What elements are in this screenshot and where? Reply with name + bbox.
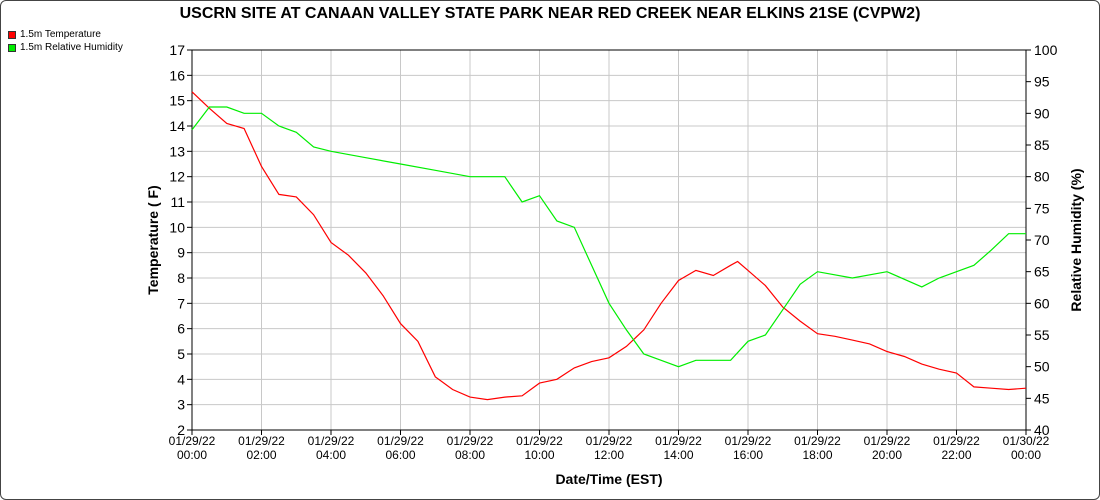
- x-tick-date: 01/29/22: [447, 434, 494, 448]
- y-tick-label: 16: [169, 67, 185, 83]
- y2-tick-label: 50: [1034, 359, 1050, 375]
- x-tick-time: 22:00: [941, 448, 971, 462]
- plot-border: [191, 49, 1027, 431]
- y-tick-label: 15: [169, 93, 185, 109]
- y2-tick-label: 55: [1034, 327, 1050, 343]
- x-tick-time: 14:00: [663, 448, 693, 462]
- x-tick-date: 01/29/22: [864, 434, 911, 448]
- y-axis-label: Temperature ( F): [145, 185, 161, 294]
- y-tick-label: 10: [169, 219, 185, 235]
- x-tick-time: 12:00: [594, 448, 624, 462]
- y2-tick-label: 40: [1034, 422, 1050, 438]
- temperature-line: [191, 91, 1027, 401]
- y-tick-label: 12: [169, 169, 185, 185]
- y-tick-label: 17: [169, 42, 185, 58]
- y-tick-label: 7: [177, 295, 185, 311]
- x-tick-time: 06:00: [385, 448, 415, 462]
- x-tick-date: 01/29/22: [933, 434, 980, 448]
- legend-item-humidity: 1.5m Relative Humidity: [8, 42, 123, 53]
- x-tick-date: 01/30/22: [1003, 434, 1050, 448]
- x-tick-time: 04:00: [316, 448, 346, 462]
- y2-axis-label: Relative Humidity (%): [1068, 168, 1084, 311]
- x-tick-date: 01/29/22: [586, 434, 633, 448]
- y-tick-label: 2: [177, 422, 185, 438]
- x-tick-time: 00:00: [1011, 448, 1041, 462]
- x-axis-label: Date/Time (EST): [555, 471, 662, 487]
- x-tick-date: 01/29/22: [655, 434, 702, 448]
- x-tick-date: 01/29/22: [308, 434, 355, 448]
- x-tick-time: 08:00: [455, 448, 485, 462]
- legend-label-humidity: 1.5m Relative Humidity: [20, 42, 123, 53]
- y2-tick-label: 85: [1034, 137, 1050, 153]
- x-tick-time: 18:00: [802, 448, 832, 462]
- y-tick-label: 4: [177, 371, 185, 387]
- x-tick-date: 01/29/22: [516, 434, 563, 448]
- y-tick-label: 9: [177, 245, 185, 261]
- legend-swatch-humidity: [8, 43, 16, 52]
- y2-tick-label: 90: [1034, 105, 1050, 121]
- chart-title: USCRN SITE AT CANAAN VALLEY STATE PARK N…: [179, 5, 921, 22]
- y-tick-label: 5: [177, 346, 185, 362]
- y-tick-label: 13: [169, 143, 185, 159]
- legend-item-temperature: 1.5m Temperature: [8, 29, 101, 40]
- x-tick-date: 01/29/22: [238, 434, 285, 448]
- x-tick-time: 10:00: [524, 448, 554, 462]
- x-tick-time: 20:00: [872, 448, 902, 462]
- y2-tick-label: 75: [1034, 200, 1050, 216]
- y2-tick-label: 45: [1034, 390, 1050, 406]
- legend-swatch-temperature: [8, 30, 16, 39]
- y-tick-label: 6: [177, 321, 185, 337]
- x-tick-date: 01/29/22: [377, 434, 424, 448]
- y-tick-label: 11: [170, 194, 185, 210]
- y-tick-label: 14: [169, 118, 185, 134]
- y2-tick-label: 65: [1034, 264, 1050, 280]
- y-tick-label: 3: [177, 397, 185, 413]
- x-tick-date: 01/29/22: [794, 434, 841, 448]
- x-tick-time: 00:00: [177, 448, 207, 462]
- x-tick-time: 16:00: [733, 448, 763, 462]
- x-tick-time: 02:00: [246, 448, 276, 462]
- x-tick-date: 01/29/22: [725, 434, 772, 448]
- humidity-line: [191, 106, 1026, 368]
- y2-tick-label: 60: [1034, 295, 1050, 311]
- y2-tick-label: 100: [1034, 42, 1058, 58]
- y2-tick-label: 70: [1034, 232, 1050, 248]
- legend-label-temperature: 1.5m Temperature: [20, 29, 101, 40]
- x-tick-date: 01/29/22: [169, 434, 216, 448]
- y-tick-label: 8: [177, 270, 185, 286]
- y2-tick-label: 80: [1034, 169, 1050, 185]
- y2-tick-label: 95: [1034, 74, 1050, 90]
